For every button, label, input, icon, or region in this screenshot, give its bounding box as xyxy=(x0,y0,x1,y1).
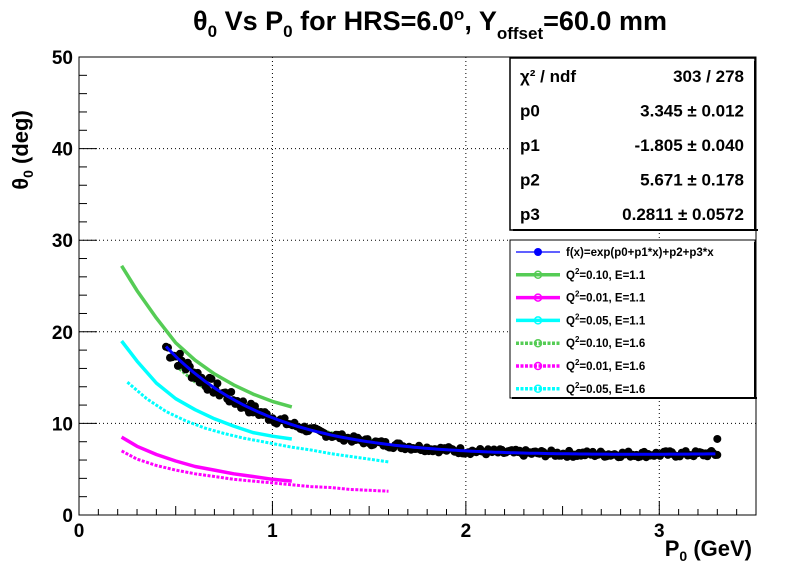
data-point xyxy=(213,379,222,388)
title-theta: θ xyxy=(193,6,208,36)
x-axis-label: P0 (GeV) xyxy=(665,536,752,564)
legend-label: Q2=0.05, E=1.1 xyxy=(566,312,646,327)
legend-swatch-marker xyxy=(533,338,543,348)
fit-stat-value: 3.345 ± 0.012 xyxy=(640,102,744,121)
fit-stat-value: 303 / 278 xyxy=(673,67,744,86)
y-label-main: θ xyxy=(8,178,33,190)
x-tick-label: 2 xyxy=(461,521,472,542)
fit-stat-value: -1.805 ± 0.040 xyxy=(634,136,744,155)
data-point xyxy=(227,388,236,396)
legend-swatch-marker xyxy=(534,248,542,256)
data-point xyxy=(175,349,184,358)
title-offset-sub: offset xyxy=(497,24,544,43)
y-tick-label: 20 xyxy=(52,323,73,344)
title-y: , Y xyxy=(464,6,497,36)
x-label-rest: (GeV) xyxy=(687,536,752,561)
legend-label: Q2=0.01, E=1.1 xyxy=(566,290,646,305)
series-curve-2 xyxy=(120,339,293,441)
legend-swatch-marker xyxy=(533,270,543,280)
y-tick-label: 40 xyxy=(52,140,73,161)
y-tick-label: 50 xyxy=(52,48,73,69)
title-vs-p: Vs P xyxy=(217,6,283,36)
fit-stats-box: χ² / ndf 303 / 278 p0 3.345 ± 0.012 p1 -1.805… xyxy=(509,57,758,231)
series-curve-0 xyxy=(120,264,293,409)
series-curve-5 xyxy=(126,381,389,464)
chart-title: θ0 Vs P0 for HRS=6.0o, Yoffset=60.0 mm xyxy=(193,5,667,43)
data-point xyxy=(713,434,722,443)
data-point xyxy=(203,385,212,394)
legend: f(x)=exp(p0+p1*x)+p2+p3*x Q2=0.10, E=1.1 Q… xyxy=(509,239,757,399)
title-p-sub: 0 xyxy=(283,22,292,41)
legend-swatch-marker xyxy=(533,316,543,325)
legend-label: f(x)=exp(p0+p1*x)+p2+p3*x xyxy=(566,247,714,259)
x-tick-label: 1 xyxy=(267,521,278,542)
title-mm: =60.0 mm xyxy=(543,6,667,36)
y-axis-label: θ0 (deg) xyxy=(8,110,36,190)
fit-stat-label: p1 xyxy=(520,136,540,155)
series-curve-1 xyxy=(120,435,292,483)
y-tick-label: 0 xyxy=(62,506,73,527)
fit-line xyxy=(164,345,716,456)
y-tick-label: 10 xyxy=(52,414,73,435)
series-curve-4 xyxy=(120,449,389,493)
title-hrs: for HRS=6.0 xyxy=(293,6,454,36)
legend-label: Q2=0.01, E=1.6 xyxy=(566,358,645,373)
theory-curves xyxy=(120,264,389,493)
y-tick-label: 30 xyxy=(52,231,73,252)
data-point xyxy=(207,374,216,383)
title-theta-sub: 0 xyxy=(208,22,217,41)
x-label-main: P xyxy=(665,536,680,561)
fit-stat-label: p3 xyxy=(520,205,540,224)
x-tick-label: 0 xyxy=(74,521,85,542)
legend-swatch-marker xyxy=(533,384,543,394)
legend-swatch-marker xyxy=(533,293,543,302)
y-label-sub: 0 xyxy=(20,170,36,178)
fit-stat-value: 0.2811 ± 0.0572 xyxy=(622,205,744,224)
legend-swatch-marker xyxy=(533,361,543,371)
legend-label: Q2=0.10, E=1.1 xyxy=(566,267,646,282)
x-tick-label: 3 xyxy=(654,521,665,542)
legend-label: Q2=0.05, E=1.6 xyxy=(566,381,645,396)
fit-curve xyxy=(164,345,716,456)
legend-label: Q2=0.10, E=1.6 xyxy=(566,335,645,350)
fit-stat-value: 5.671 ± 0.178 xyxy=(640,171,744,190)
y-label-rest: (deg) xyxy=(8,110,33,170)
fit-stat-label: p0 xyxy=(520,102,540,121)
fit-stat-label: p2 xyxy=(520,171,540,190)
fit-stat-label: χ² / ndf xyxy=(520,67,576,86)
title-degree: o xyxy=(454,5,464,24)
x-label-sub: 0 xyxy=(679,548,687,564)
